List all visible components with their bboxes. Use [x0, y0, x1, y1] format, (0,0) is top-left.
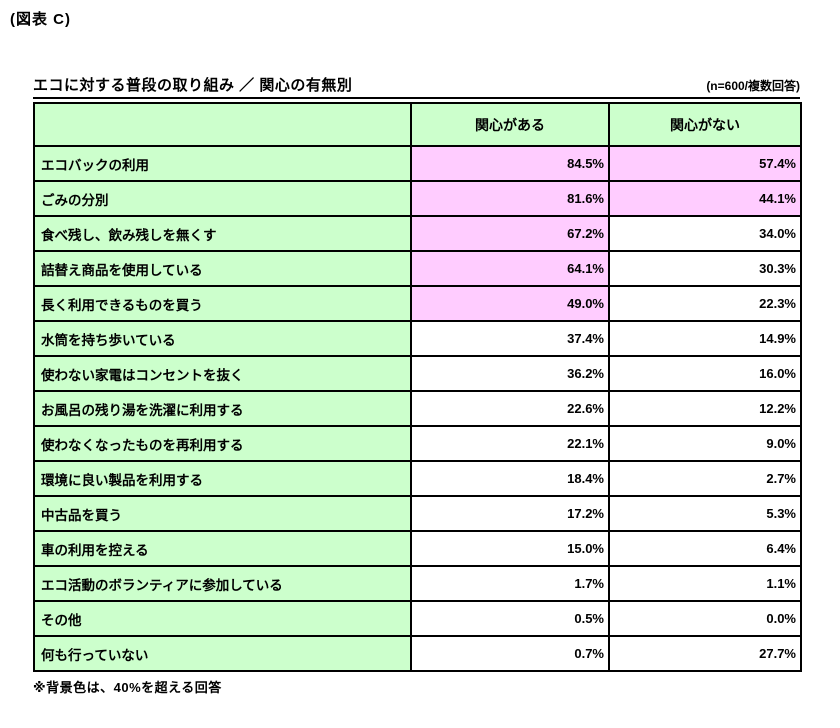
value-cell: 0.7%	[410, 635, 610, 672]
table-row: 使わなくなったものを再利用する 22.1% 9.0%	[33, 425, 802, 462]
row-label: その他	[33, 600, 412, 637]
row-label: 水筒を持ち歩いている	[33, 320, 412, 357]
value-cell: 12.2%	[608, 390, 802, 427]
figure-label: (図表 C)	[10, 11, 71, 28]
value-cell: 2.7%	[608, 460, 802, 497]
value-cell: 17.2%	[410, 495, 610, 532]
value-cell: 0.0%	[608, 600, 802, 637]
table-row: ごみの分別 81.6% 44.1%	[33, 180, 802, 217]
value-cell: 5.3%	[608, 495, 802, 532]
table-row: その他 0.5% 0.0%	[33, 600, 802, 637]
table-row: 環境に良い製品を利用する 18.4% 2.7%	[33, 460, 802, 497]
figure-content: エコに対する普段の取り組み ／ 関心の有無別 (n=600/複数回答) 関心があ…	[33, 74, 802, 696]
table-row: 食べ残し、飲み残しを無くす 67.2% 34.0%	[33, 215, 802, 252]
value-cell: 14.9%	[608, 320, 802, 357]
value-cell: 44.1%	[608, 180, 802, 217]
footnote: ※背景色は、40%を超える回答	[33, 680, 222, 695]
value-cell: 16.0%	[608, 355, 802, 392]
value-cell: 67.2%	[410, 215, 610, 252]
header-cell-blank	[33, 102, 412, 147]
table-body: エコバックの利用 84.5% 57.4% ごみの分別 81.6% 44.1% 食べ残し、飲み…	[33, 145, 802, 672]
row-label: ごみの分別	[33, 180, 412, 217]
value-cell: 84.5%	[410, 145, 610, 182]
value-cell: 27.7%	[608, 635, 802, 672]
table-row: 詰替え商品を使用している 64.1% 30.3%	[33, 250, 802, 287]
title-row: エコに対する普段の取り組み ／ 関心の有無別 (n=600/複数回答)	[33, 74, 800, 99]
value-cell: 22.6%	[410, 390, 610, 427]
row-label: 食べ残し、飲み残しを無くす	[33, 215, 412, 252]
value-cell: 81.6%	[410, 180, 610, 217]
table-row: お風呂の残り湯を洗濯に利用する 22.6% 12.2%	[33, 390, 802, 427]
header-cell-not-interested: 関心がない	[608, 102, 802, 147]
value-cell: 30.3%	[608, 250, 802, 287]
row-label: 使わなくなったものを再利用する	[33, 425, 412, 462]
value-cell: 0.5%	[410, 600, 610, 637]
value-cell: 15.0%	[410, 530, 610, 567]
value-cell: 1.7%	[410, 565, 610, 602]
value-cell: 34.0%	[608, 215, 802, 252]
table-row: 中古品を買う 17.2% 5.3%	[33, 495, 802, 532]
value-cell: 49.0%	[410, 285, 610, 322]
row-label: 使わない家電はコンセントを抜く	[33, 355, 412, 392]
table-row: エコバックの利用 84.5% 57.4%	[33, 145, 802, 182]
row-label: エコ活動のボランティアに参加している	[33, 565, 412, 602]
row-label: 長く利用できるものを買う	[33, 285, 412, 322]
value-cell: 18.4%	[410, 460, 610, 497]
row-label: お風呂の残り湯を洗濯に利用する	[33, 390, 412, 427]
row-label: 何も行っていない	[33, 635, 412, 672]
value-cell: 57.4%	[608, 145, 802, 182]
row-label: 車の利用を控える	[33, 530, 412, 567]
row-label: 環境に良い製品を利用する	[33, 460, 412, 497]
header-cell-interested: 関心がある	[410, 102, 610, 147]
value-cell: 64.1%	[410, 250, 610, 287]
value-cell: 9.0%	[608, 425, 802, 462]
table-row: 車の利用を控える 15.0% 6.4%	[33, 530, 802, 567]
value-cell: 1.1%	[608, 565, 802, 602]
row-label: 中古品を買う	[33, 495, 412, 532]
table-row: 水筒を持ち歩いている 37.4% 14.9%	[33, 320, 802, 357]
value-cell: 22.3%	[608, 285, 802, 322]
row-label: エコバックの利用	[33, 145, 412, 182]
header-row: 関心がある 関心がない	[33, 102, 802, 147]
value-cell: 6.4%	[608, 530, 802, 567]
table-row: エコ活動のボランティアに参加している 1.7% 1.1%	[33, 565, 802, 602]
eco-activities-table: 関心がある 関心がない エコバックの利用 84.5% 57.4% ごみの分別 81.6%…	[33, 102, 802, 672]
sample-size-note: (n=600/複数回答)	[706, 79, 800, 93]
value-cell: 37.4%	[410, 320, 610, 357]
table-row: 使わない家電はコンセントを抜く 36.2% 16.0%	[33, 355, 802, 392]
table-row: 何も行っていない 0.7% 27.7%	[33, 635, 802, 672]
row-label: 詰替え商品を使用している	[33, 250, 412, 287]
value-cell: 22.1%	[410, 425, 610, 462]
table-row: 長く利用できるものを買う 49.0% 22.3%	[33, 285, 802, 322]
value-cell: 36.2%	[410, 355, 610, 392]
table-title: エコに対する普段の取り組み ／ 関心の有無別	[33, 77, 353, 94]
